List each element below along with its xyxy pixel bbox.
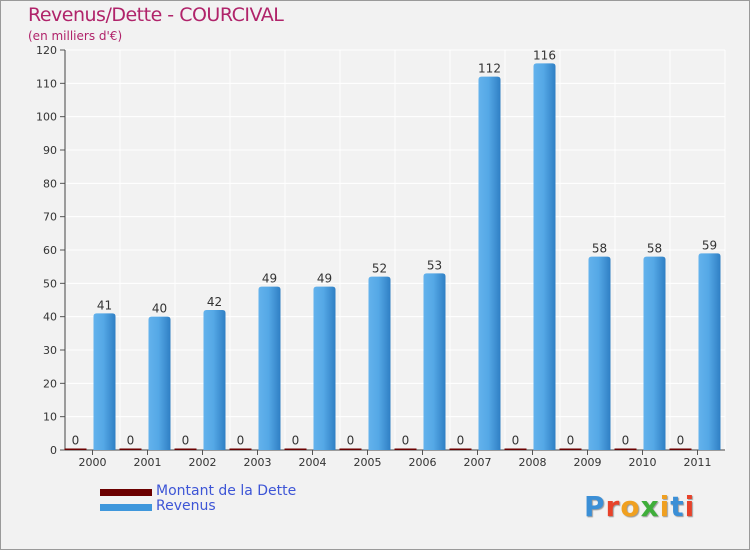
data-label-revenus-2005: 52 [372,262,387,276]
bar-revenus-2011 [698,253,721,450]
data-label-revenus-2006: 53 [427,258,442,272]
bar-revenus-2009 [588,256,611,450]
data-label-dette-2000: 0 [72,434,80,448]
bar-dette-2010 [614,448,637,450]
bar-revenus-2008 [533,63,556,450]
tick-label-y-80: 80 [43,177,57,190]
tick-label-y-20: 20 [43,377,57,390]
chart-subtitle: (en milliers d'€) [28,29,123,43]
tick-label-y-70: 70 [43,211,57,224]
bar-dette-2006 [394,448,417,450]
tick-label-x-2006: 2006 [409,456,437,469]
data-label-dette-2003: 0 [237,434,245,448]
logo-letter: P [584,490,606,523]
bar-dette-2007 [449,448,472,450]
bar-revenus-2001 [148,316,171,450]
bar-revenus-2002 [203,310,226,450]
tick-label-y-30: 30 [43,344,57,357]
tick-label-y-50: 50 [43,277,57,290]
tick-label-y-60: 60 [43,244,57,257]
logo-letter: x [640,490,660,523]
bar-dette-2008 [504,448,527,450]
logo-letter: i [659,490,671,523]
data-label-dette-2005: 0 [347,434,355,448]
legend-label-revenus: Revenus [156,498,216,514]
tick-label-y-40: 40 [43,311,57,324]
bar-revenus-2005 [368,276,391,450]
bar-revenus-2007 [478,76,501,451]
bar-dette-2004 [284,448,307,450]
data-label-revenus-2007: 112 [478,62,501,76]
tick-label-y-10: 10 [43,411,57,424]
tick-label-x-2011: 2011 [684,456,712,469]
tick-label-y-0: 0 [50,444,57,457]
tick-label-x-2002: 2002 [189,456,217,469]
data-label-revenus-2009: 58 [592,242,607,256]
data-label-revenus-2002: 42 [207,295,222,309]
data-label-revenus-2011: 59 [702,238,717,252]
logo-letter: t [670,490,685,523]
logo-letter: i [684,490,696,523]
data-label-dette-2011: 0 [677,434,685,448]
bar-revenus-2004 [313,286,336,450]
tick-label-y-100: 100 [36,111,57,124]
bar-dette-2003 [229,448,252,450]
legend-swatch-dette [100,489,152,496]
legend-swatch-revenus [100,504,152,511]
data-label-revenus-2010: 58 [647,242,662,256]
data-label-revenus-2003: 49 [262,272,277,286]
data-label-revenus-2004: 49 [317,272,332,286]
chart-title: Revenus/Dette - COURCIVAL [28,4,284,26]
tick-label-x-2010: 2010 [629,456,657,469]
data-label-dette-2008: 0 [512,434,520,448]
bar-revenus-2003 [258,286,281,450]
tick-label-y-120: 120 [36,44,57,57]
proxiti-logo: Proxiti [584,490,695,523]
data-label-dette-2010: 0 [622,434,630,448]
tick-label-y-90: 90 [43,144,57,157]
data-label-dette-2007: 0 [457,434,465,448]
bar-dette-2001 [119,448,142,450]
data-label-revenus-2001: 40 [152,302,167,316]
data-label-dette-2009: 0 [567,434,575,448]
data-label-dette-2006: 0 [402,434,410,448]
tick-label-x-2003: 2003 [244,456,272,469]
bar-revenus-2000 [93,313,116,450]
bar-revenus-2006 [423,273,446,450]
bar-dette-2009 [559,448,582,450]
bar-dette-2005 [339,448,362,450]
tick-label-x-2001: 2001 [134,456,162,469]
legend-label-dette: Montant de la Dette [156,483,297,499]
data-label-dette-2004: 0 [292,434,300,448]
tick-label-x-2000: 2000 [79,456,107,469]
logo-letter: o [620,490,641,523]
logo-letter: r [605,490,621,523]
tick-label-x-2007: 2007 [464,456,492,469]
bar-dette-2002 [174,448,197,450]
tick-label-x-2009: 2009 [574,456,602,469]
bar-dette-2011 [669,448,692,450]
data-label-revenus-2000: 41 [97,298,112,312]
tick-label-y-110: 110 [36,77,57,90]
data-label-dette-2002: 0 [182,434,190,448]
tick-label-x-2008: 2008 [519,456,547,469]
tick-label-x-2004: 2004 [299,456,327,469]
bar-revenus-2010 [643,256,666,450]
tick-label-x-2005: 2005 [354,456,382,469]
bar-dette-2000 [64,448,87,450]
data-label-revenus-2008: 116 [533,48,556,62]
data-label-dette-2001: 0 [127,434,135,448]
